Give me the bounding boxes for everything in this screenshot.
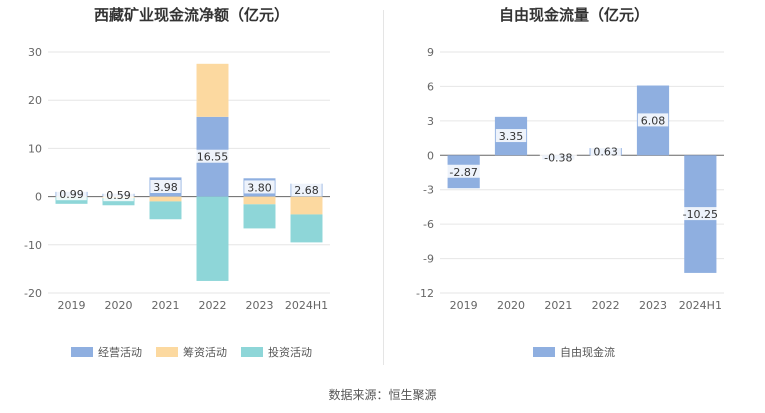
y-tick-label: -3	[423, 184, 434, 197]
data-label: 3.35	[499, 130, 524, 143]
x-tick-label: 2022	[592, 299, 620, 312]
legend-item-free-cash-flow[interactable]: 自由现金流	[533, 344, 615, 360]
y-tick-label: -6	[423, 218, 434, 231]
y-tick-label: 0	[427, 149, 434, 162]
x-tick-label: 2020	[105, 299, 133, 312]
data-label: 16.55	[197, 151, 229, 164]
left-chart-svg: -20 -10 0 10 20 30 0.99 2019 0.59 2020 3.98 2021 16.…	[24, 46, 330, 312]
bar-investing	[243, 204, 276, 229]
left-chart-title: 西藏矿业现金流净额（亿元）	[93, 6, 289, 24]
bar-investing	[196, 196, 229, 281]
right-legend: 自由现金流	[383, 344, 765, 360]
data-source: 数据来源：恒生聚源	[328, 388, 437, 402]
data-label: 0.99	[59, 188, 84, 201]
y-tick-label: -12	[416, 287, 434, 300]
legend-swatch-operating	[71, 347, 93, 357]
data-label: 2.68	[294, 184, 319, 197]
bar-investing	[149, 201, 182, 220]
bar-financing	[196, 63, 229, 117]
legend-item-investing[interactable]: 投资活动	[241, 344, 312, 360]
y-tick-label: 9	[427, 46, 434, 59]
legend-swatch-investing	[241, 347, 263, 357]
y-tick-label: 0	[35, 191, 42, 204]
y-tick-label: 10	[28, 142, 42, 155]
data-label-bg	[291, 183, 322, 197]
data-label-bg	[637, 113, 669, 127]
x-tick-label: 2023	[246, 299, 274, 312]
legend-label-financing: 筹资活动	[183, 346, 227, 359]
y-tick-label: -10	[24, 239, 42, 252]
x-tick-label: 2019	[58, 299, 86, 312]
right-chart-title: 自由现金流量（亿元）	[498, 6, 649, 24]
data-label-bg	[678, 207, 723, 221]
x-tick-label: 2024H1	[285, 299, 328, 312]
left-legend: 经营活动 筹资活动 投资活动	[0, 344, 383, 360]
y-tick-label: 20	[28, 94, 42, 107]
data-label: 3.80	[247, 181, 272, 194]
y-tick-label: -20	[24, 287, 42, 300]
legend-item-operating[interactable]: 经营活动	[71, 344, 142, 360]
legend-label-operating: 经营活动	[98, 346, 142, 359]
x-tick-label: 2020	[497, 299, 525, 312]
data-label: 0.59	[106, 189, 131, 202]
data-label-bg	[445, 164, 483, 178]
x-tick-label: 2023	[639, 299, 667, 312]
data-label: -2.87	[449, 166, 477, 179]
y-tick-label: -9	[423, 253, 434, 266]
y-tick-label: 30	[28, 46, 42, 59]
x-tick-label: 2021	[544, 299, 572, 312]
legend-swatch-financing	[156, 347, 178, 357]
legend-swatch-free-cash-flow	[533, 347, 555, 357]
data-label: 3.98	[153, 181, 178, 194]
y-tick-label: 3	[427, 115, 434, 128]
data-label-bg	[150, 180, 181, 194]
y-tick-label: 6	[427, 80, 434, 93]
data-label-bg	[56, 187, 87, 201]
data-label-bg	[194, 149, 231, 163]
bar-financing	[290, 196, 323, 215]
x-tick-label: 2019	[450, 299, 478, 312]
legend-label-free-cash-flow: 自由现金流	[560, 346, 615, 359]
x-tick-label: 2024H1	[679, 299, 722, 312]
data-label: 6.08	[641, 114, 666, 127]
x-tick-label: 2021	[152, 299, 180, 312]
left-chart-panel: 西藏矿业现金流净额（亿元） -20 -10 0 10 20 30 0.99 2019 0.59 2…	[0, 0, 383, 380]
data-label: 0.63	[593, 146, 618, 159]
data-label: -10.25	[683, 208, 718, 221]
panel-divider	[383, 10, 384, 365]
data-label-bg	[495, 129, 527, 143]
data-label-bg	[103, 188, 134, 202]
bar-financing	[149, 196, 182, 202]
right-chart-svg: -12 -9 -6 -3 0 3 6 9 -2.87 2019 3.35 2020 -0.38 2021 0…	[416, 46, 724, 312]
data-label-bg	[244, 180, 275, 194]
right-chart-panel: 自由现金流量（亿元） -12 -9 -6 -3 0 3 6 9 -2.87 2019 3.35 202…	[383, 0, 765, 380]
legend-item-financing[interactable]: 筹资活动	[156, 344, 227, 360]
data-label: -0.38	[544, 151, 572, 164]
bar-financing	[243, 196, 276, 205]
bar-investing	[55, 197, 88, 204]
x-tick-label: 2022	[199, 299, 227, 312]
data-label-bg	[590, 144, 621, 158]
data-label-bg	[539, 150, 577, 164]
legend-label-investing: 投资活动	[268, 346, 312, 359]
bar-investing	[102, 198, 135, 206]
bar-investing	[290, 214, 323, 243]
